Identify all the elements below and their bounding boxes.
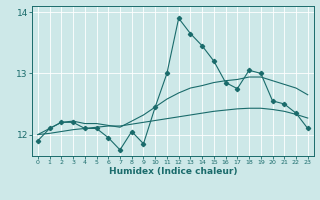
X-axis label: Humidex (Indice chaleur): Humidex (Indice chaleur)	[108, 167, 237, 176]
